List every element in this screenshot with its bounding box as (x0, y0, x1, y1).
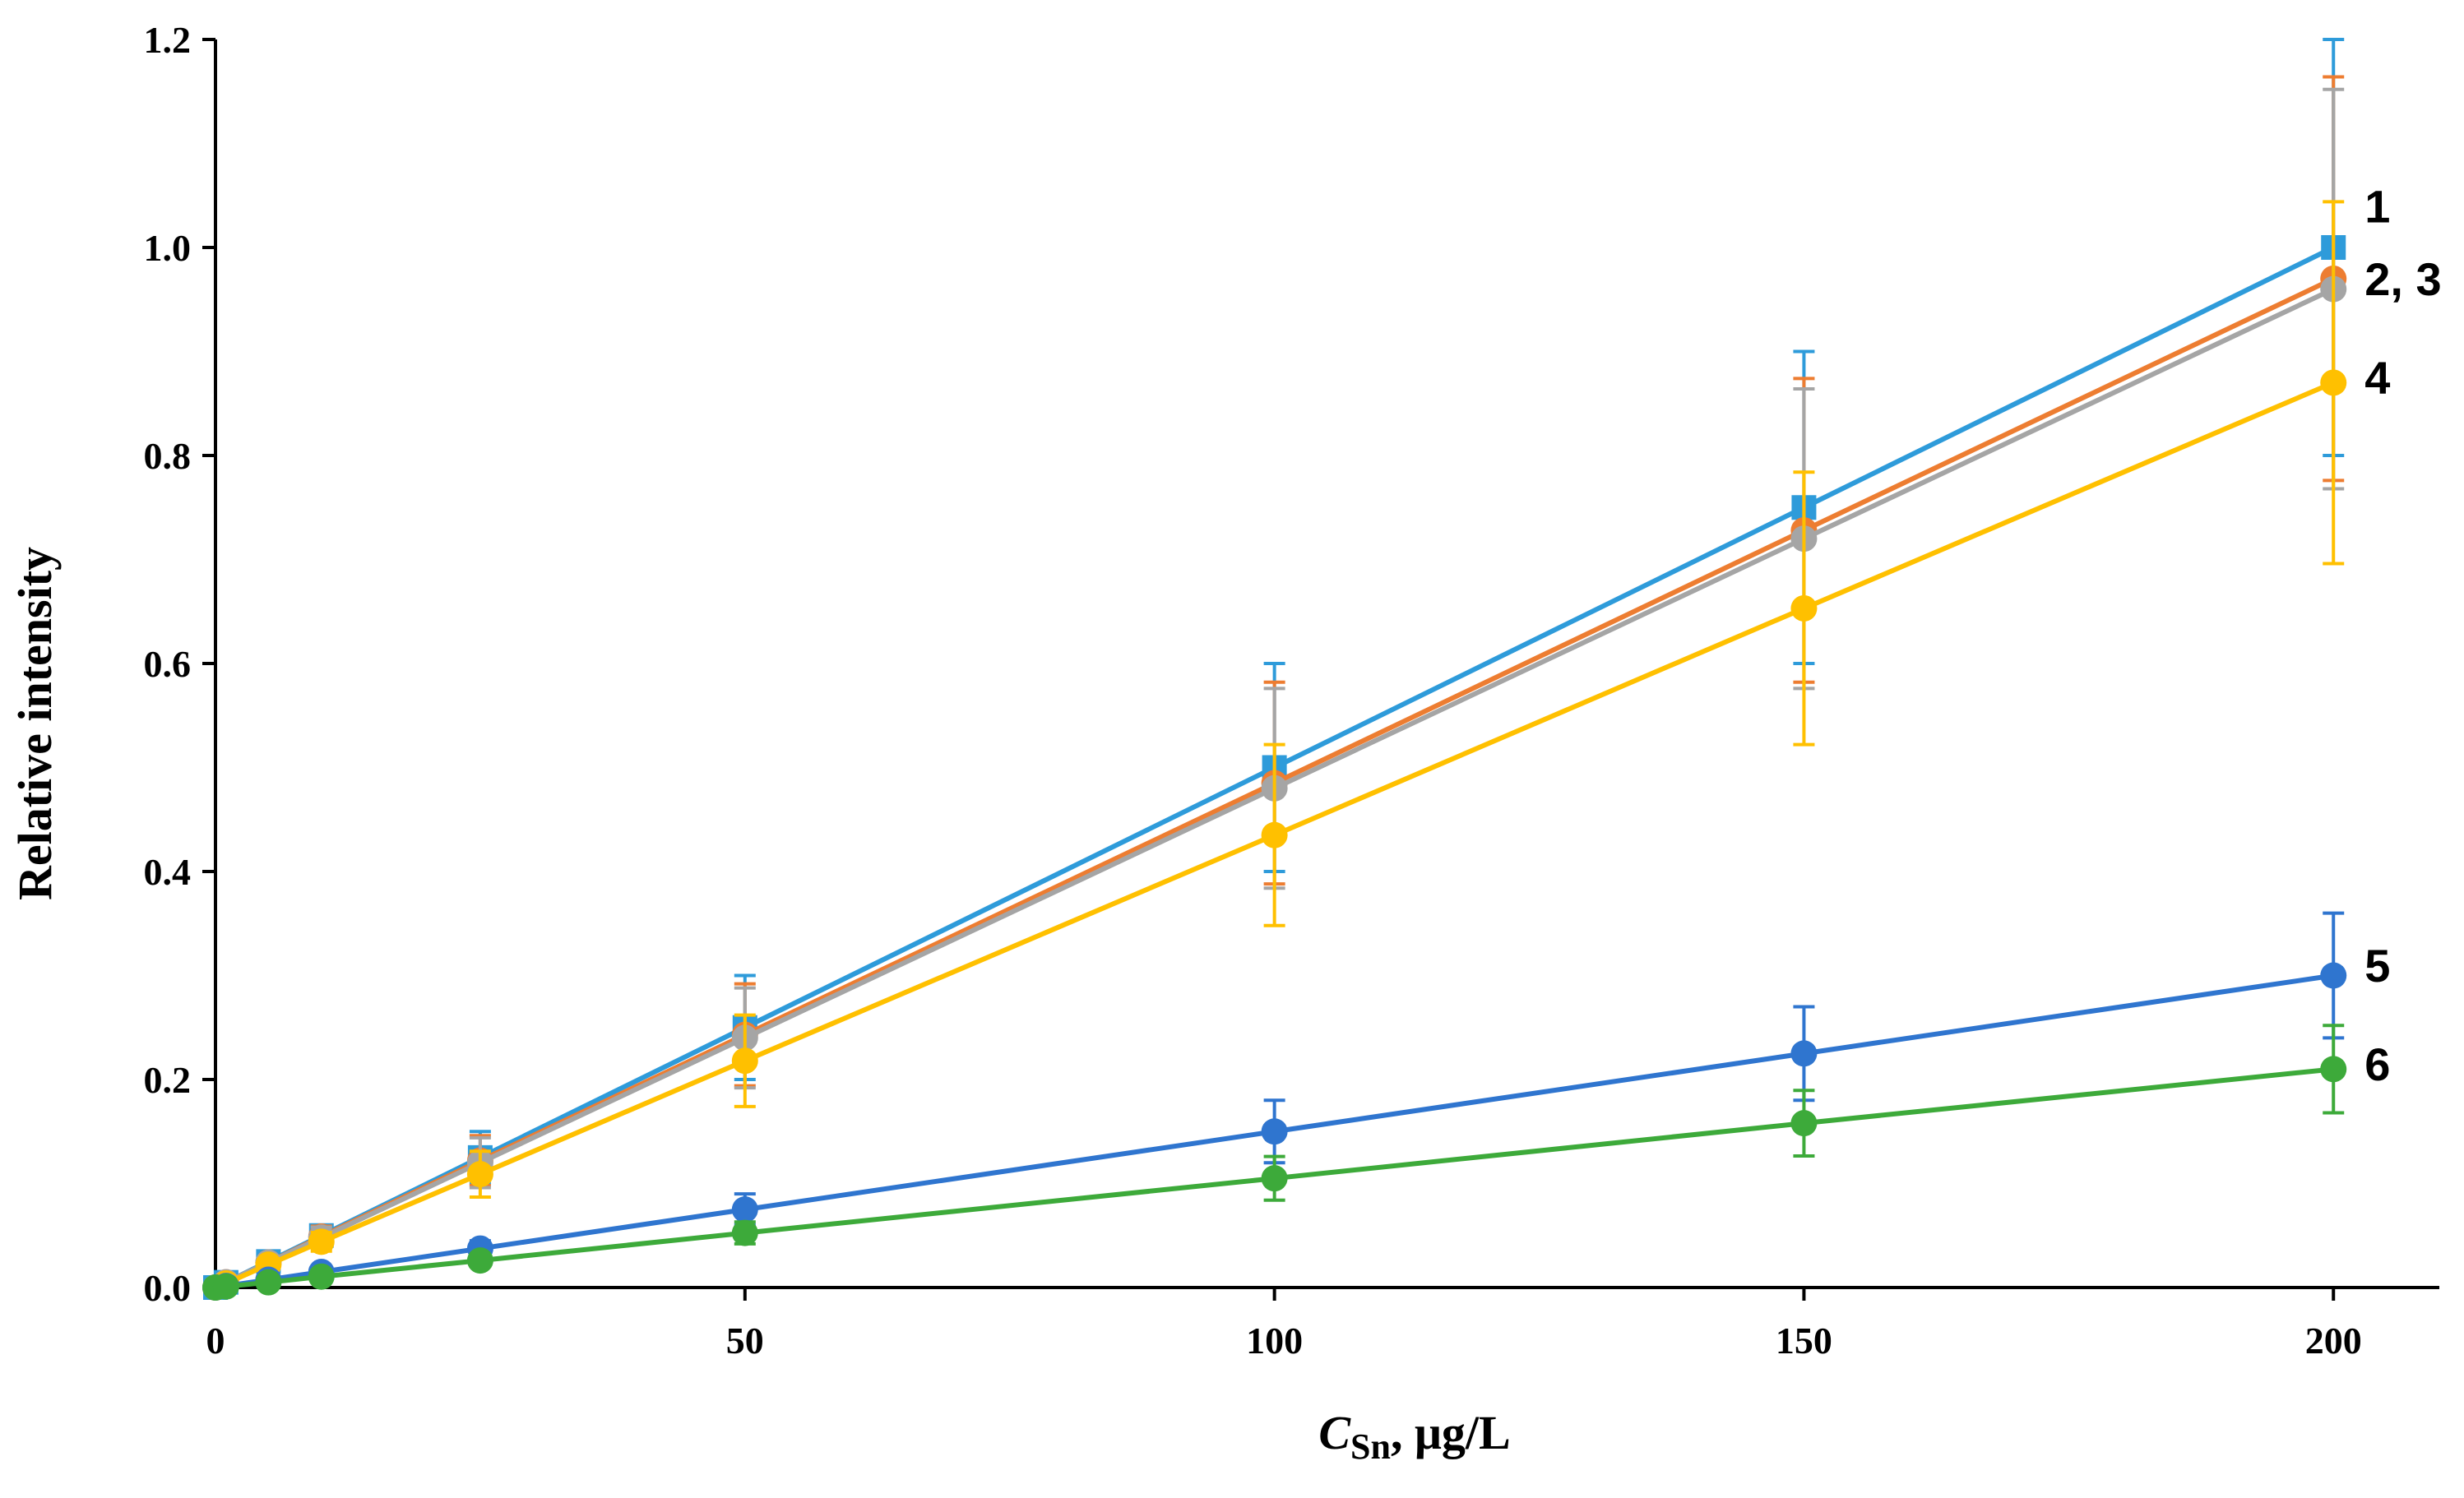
data-point (308, 1263, 335, 1290)
series-5 (202, 911, 2347, 1301)
plot-area (202, 38, 2347, 1301)
x-axis-title-sub: Sn (1350, 1426, 1391, 1467)
data-point (1790, 1040, 1818, 1067)
x-tick-label: 100 (1246, 1320, 1303, 1362)
y-tick-label: 0.0 (144, 1267, 192, 1309)
x-tick-label: 50 (726, 1320, 764, 1362)
series-label: 2, 3 (2364, 253, 2441, 305)
y-tick-label: 0.8 (144, 435, 192, 477)
data-point (2320, 962, 2347, 989)
data-point (731, 1196, 758, 1223)
y-tick-label: 1.2 (144, 19, 192, 61)
series-label: 6 (2364, 1038, 2390, 1090)
data-point (2320, 1056, 2347, 1083)
x-tick-label: 0 (206, 1320, 225, 1362)
y-tick-label: 1.0 (144, 227, 192, 269)
y-axis-title: Relative intensity (8, 547, 62, 900)
data-point (1790, 594, 1818, 622)
data-point (466, 1161, 493, 1188)
data-point (731, 1047, 758, 1075)
x-tick-label: 150 (1776, 1320, 1832, 1362)
data-point (731, 1219, 758, 1246)
series-end-labels: 1 2, 3 4 5 6 (2364, 180, 2441, 1090)
series-label: 5 (2364, 940, 2390, 992)
x-axis-title-italic: C (1318, 1406, 1351, 1459)
data-point (466, 1247, 493, 1274)
x-axis-title-rest: , μg/L (1391, 1406, 1511, 1459)
series-label: 4 (2364, 352, 2390, 404)
y-tick-label: 0.4 (144, 851, 192, 893)
data-point (1790, 1110, 1818, 1137)
series-6 (202, 1024, 2347, 1301)
series-4 (202, 200, 2347, 1301)
data-point (212, 1273, 239, 1300)
x-axis-title: CSn, μg/L (1318, 1406, 1510, 1467)
data-point (1261, 1165, 1288, 1192)
y-tick-label: 0.6 (144, 643, 192, 685)
data-point (1261, 821, 1288, 848)
y-tick-label: 0.2 (144, 1059, 192, 1101)
data-point (1261, 1118, 1288, 1145)
data-point (308, 1228, 335, 1255)
data-point (2320, 369, 2347, 396)
axes: 0.0 0.2 0.4 0.6 0.8 1.0 1.2 0 50 100 150 200 (144, 19, 2439, 1362)
data-point (255, 1269, 282, 1296)
series-label: 1 (2364, 180, 2390, 232)
x-tick-label: 200 (2305, 1320, 2362, 1362)
